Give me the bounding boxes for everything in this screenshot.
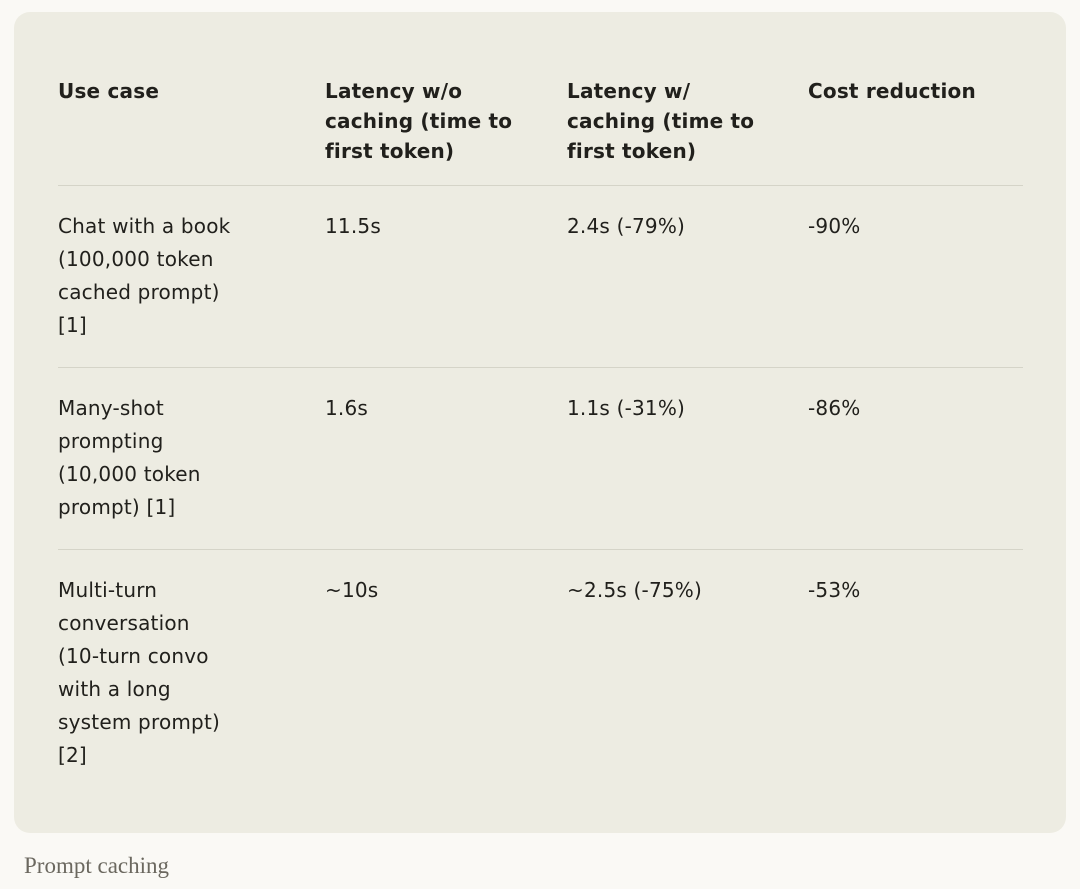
cell-latency-without-caching: ~10s	[325, 578, 379, 602]
table-card: Use case Latency w/o caching (time to fi…	[14, 12, 1066, 833]
cell-cost-reduction: -53%	[808, 578, 861, 602]
cell-use-case: Chat with a book (100,000 token cached p…	[58, 214, 231, 337]
table-header-row: Use case Latency w/o caching (time to fi…	[58, 12, 1023, 185]
cell-latency-with-caching: ~2.5s (-75%)	[567, 578, 703, 602]
table-row: Chat with a book (100,000 token cached p…	[58, 185, 1023, 367]
cell-latency-with-caching: 1.1s (-31%)	[567, 396, 686, 420]
table-caption: Prompt caching	[24, 853, 169, 878]
column-header-latency-without-caching: Latency w/o caching (time to first token…	[325, 79, 513, 163]
cell-latency-without-caching: 11.5s	[325, 214, 381, 238]
column-header-cost-reduction: Cost reduction	[808, 79, 976, 103]
cell-cost-reduction: -86%	[808, 396, 861, 420]
column-header-latency-with-caching: Latency w/ caching (time to first token)	[567, 79, 755, 163]
column-header-use-case: Use case	[58, 79, 160, 103]
prompt-caching-table: Use case Latency w/o caching (time to fi…	[58, 12, 1023, 828]
cell-use-case: Multi-turn conversation (10-turn convo w…	[58, 578, 220, 767]
table-row: Multi-turn conversation (10-turn convo w…	[58, 549, 1023, 828]
table-row: Many-shot prompting (10,000 token prompt…	[58, 367, 1023, 549]
cell-latency-without-caching: 1.6s	[325, 396, 369, 420]
cell-cost-reduction: -90%	[808, 214, 861, 238]
cell-use-case: Many-shot prompting (10,000 token prompt…	[58, 396, 201, 519]
cell-latency-with-caching: 2.4s (-79%)	[567, 214, 686, 238]
